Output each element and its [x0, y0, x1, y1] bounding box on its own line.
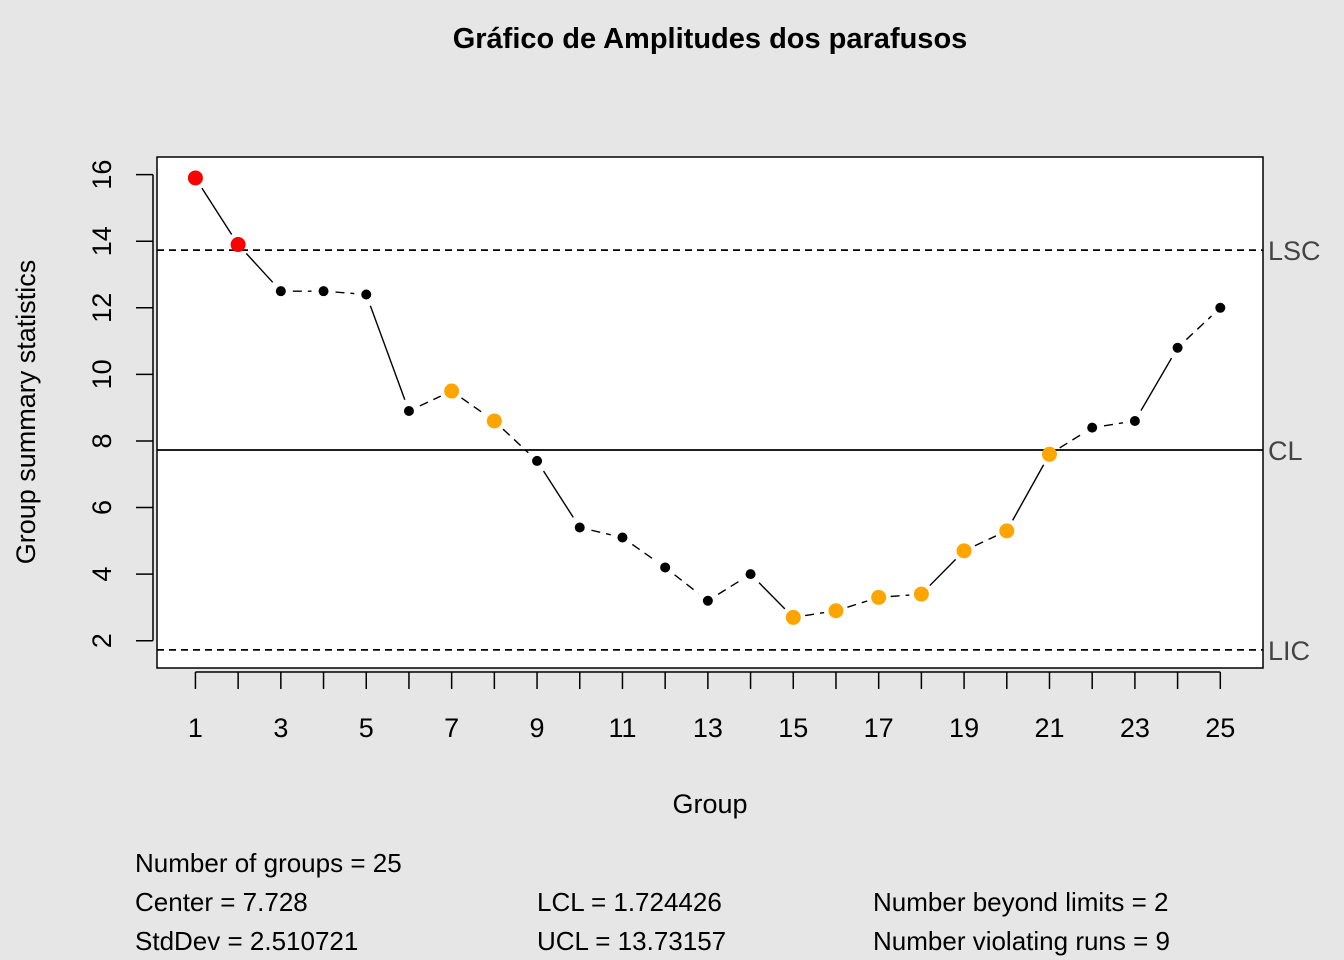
data-point: [1087, 422, 1098, 433]
data-point: [956, 543, 972, 559]
x-tick-label: 15: [778, 713, 808, 743]
series-segment: [369, 305, 406, 400]
series-segment: [974, 535, 997, 547]
data-points: [187, 170, 1226, 625]
series-segment: [631, 543, 656, 562]
data-point: [275, 286, 286, 297]
series-segment: [542, 470, 574, 518]
x-tick-label: 3: [273, 713, 288, 743]
x-tick-label: 25: [1205, 713, 1235, 743]
data-point: [532, 455, 543, 466]
data-point: [1041, 446, 1057, 462]
data-point: [318, 286, 329, 297]
y-tick-label: 10: [87, 359, 117, 389]
data-point: [785, 609, 801, 625]
data-point: [444, 383, 460, 399]
x-tick-label: 17: [864, 713, 894, 743]
stat-ucl: UCL = 13.73157: [537, 926, 727, 956]
data-point: [660, 562, 671, 573]
series-segment: [717, 579, 741, 595]
y-axis-label: Group summary statistics: [11, 260, 41, 565]
limit-label-lsc: LSC: [1268, 236, 1321, 266]
data-point: [871, 589, 887, 605]
x-tick-label: 1: [188, 713, 203, 743]
series-segment: [335, 291, 355, 295]
data-point: [617, 532, 628, 543]
series-segment: [201, 187, 233, 235]
series-segment: [245, 252, 274, 283]
y-tick-label: 8: [87, 433, 117, 448]
data-point: [230, 237, 246, 253]
data-point: [361, 289, 372, 300]
y-tick-label: 6: [87, 500, 117, 515]
series-segment: [674, 574, 699, 594]
data-point: [187, 170, 203, 186]
data-point: [828, 603, 844, 619]
series-segment: [1059, 433, 1083, 449]
x-tick-label: 13: [693, 713, 723, 743]
series-segment: [758, 582, 786, 610]
control-limits: LSC CL LIC: [157, 236, 1321, 666]
stat-number-violating-runs: Number violating runs = 9: [873, 926, 1170, 956]
series-segment: [805, 611, 825, 617]
series-segment: [461, 397, 485, 415]
series-segment: [1012, 464, 1045, 521]
stat-number-beyond-limits: Number beyond limits = 2: [873, 887, 1169, 917]
data-point: [1172, 342, 1183, 353]
series-segment: [591, 529, 611, 536]
x-axis-label: Group: [672, 789, 747, 819]
stat-number-of-groups: Number of groups = 25: [135, 848, 402, 878]
series-segment: [890, 594, 910, 598]
data-point: [1129, 415, 1140, 426]
series-segment: [1185, 315, 1213, 341]
y-tick-label: 2: [87, 633, 117, 648]
data-point: [745, 569, 756, 580]
chart-title: Gráfico de Amplitudes dos parafusos: [453, 23, 968, 55]
y-tick-label: 12: [87, 293, 117, 323]
series-segment: [929, 558, 957, 587]
stat-center: Center = 7.728: [135, 887, 308, 917]
y-tick-label: 4: [87, 567, 117, 582]
x-tick-label: 23: [1120, 713, 1150, 743]
data-point: [702, 595, 713, 606]
limit-label-lic: LIC: [1268, 636, 1310, 666]
limit-label-cl: CL: [1268, 436, 1303, 466]
x-tick-label: 19: [949, 713, 979, 743]
y-axis: 2 4 6 8 10 12 14 16: [87, 160, 154, 648]
series-line: [201, 187, 1213, 617]
x-tick-label: 7: [444, 713, 459, 743]
data-point: [486, 413, 502, 429]
plot-area: [156, 156, 1264, 669]
stat-lcl: LCL = 1.724426: [537, 887, 722, 917]
x-axis: 1 3 5 7 9 11 13 15 17 19 21 23 25: [188, 671, 1235, 743]
series-segment: [1103, 422, 1124, 427]
data-point: [913, 586, 929, 602]
x-tick-label: 5: [359, 713, 374, 743]
x-tick-label: 11: [608, 713, 636, 743]
series-segment: [847, 600, 868, 608]
series-segment: [419, 395, 442, 407]
data-point: [403, 406, 414, 417]
x-tick-label: 9: [530, 713, 545, 743]
series-segment: [1140, 357, 1173, 411]
series-segment: [502, 428, 529, 454]
data-point: [999, 523, 1015, 539]
x-tick-label: 21: [1034, 713, 1064, 743]
y-tick-label: 14: [87, 226, 117, 256]
data-point: [1215, 302, 1226, 313]
y-tick-label: 16: [87, 160, 117, 190]
stat-stddev: StdDev = 2.510721: [135, 926, 359, 956]
data-point: [574, 522, 585, 533]
